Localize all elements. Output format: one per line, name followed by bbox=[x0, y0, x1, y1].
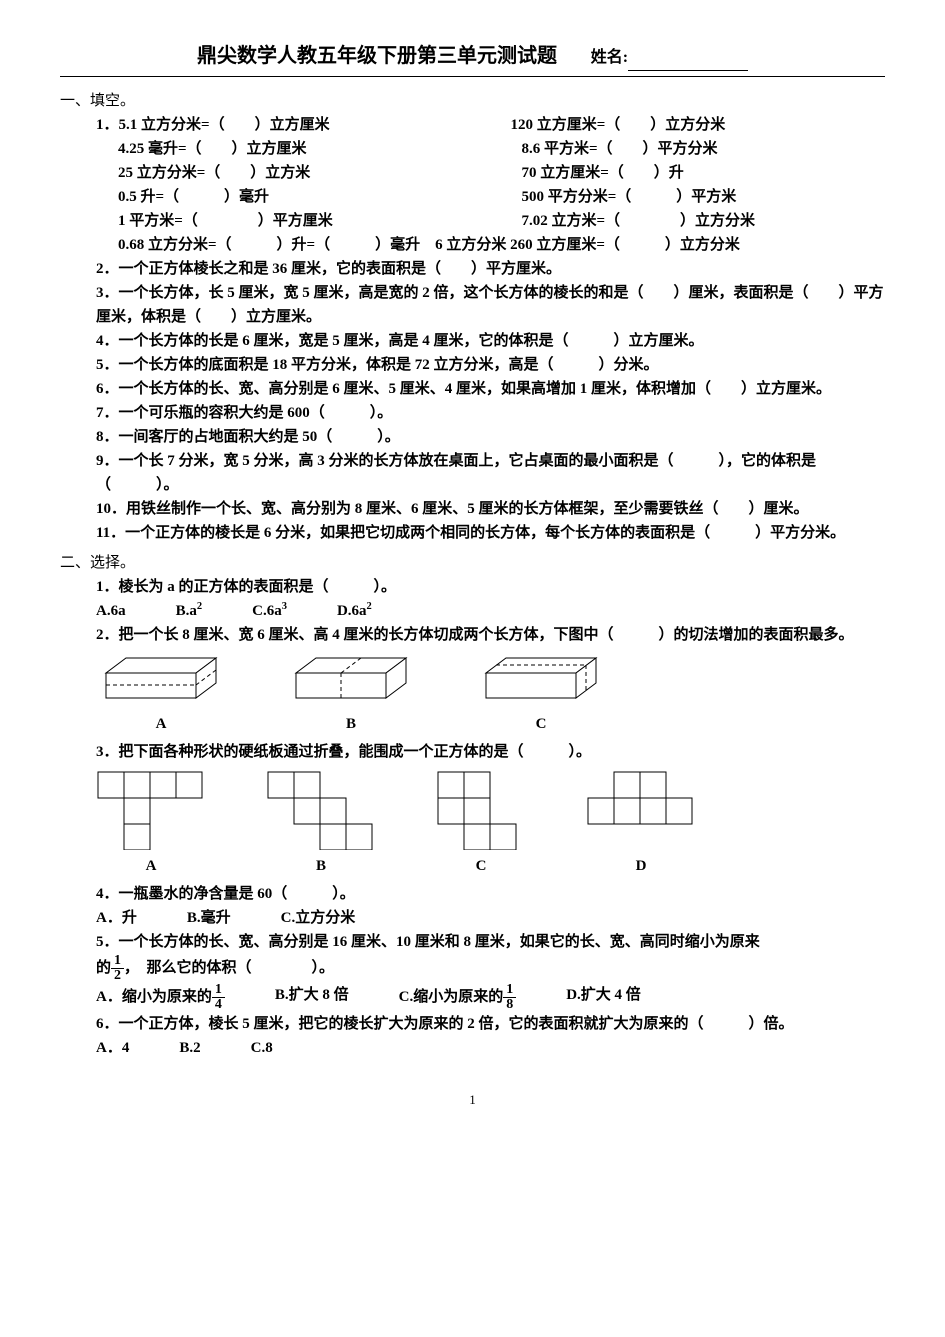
q1-r3a: 25 立方分米=（ ）立方米 bbox=[118, 161, 482, 185]
q1-r1a: 5.1 立方分米=（ ）立方厘米 bbox=[119, 117, 330, 133]
s2q1-opts: A.6a B.a2 C.6a3 D.6a2 bbox=[96, 599, 885, 623]
q11: 11．一个正方体的棱长是 6 分米，如果把它切成两个相同的长方体，每个长方体的表… bbox=[96, 521, 885, 545]
q1-r1b: 120 立方厘米=（ ）立方分米 bbox=[511, 113, 886, 137]
q1-r4b: 500 平方分米=（ ）平方米 bbox=[522, 185, 886, 209]
s2q2: 2．把一个长 8 厘米、宽 6 厘米、高 4 厘米的长方体切成两个长方体，下图中… bbox=[96, 623, 885, 647]
q9: 9．一个长 7 分米，宽 5 分米，高 3 分米的长方体放在桌面上，它占桌面的最… bbox=[96, 449, 885, 497]
s2q6-opts: A．4 B.2 C.8 bbox=[96, 1036, 885, 1060]
q1-r2b: 8.6 平方米=（ ）平方分米 bbox=[522, 137, 886, 161]
q1-num: 1． bbox=[96, 117, 119, 133]
s2q6: 6．一个正方体，棱长 5 厘米，把它的棱长扩大为原来的 2 倍，它的表面积就扩大… bbox=[96, 1012, 885, 1036]
s2q4-B: B.毫升 bbox=[187, 906, 231, 930]
s2q3-C-label: C bbox=[436, 854, 526, 878]
s2q6-A: A．4 bbox=[96, 1036, 129, 1060]
s2q5b-pre: 的 bbox=[96, 960, 111, 976]
q3: 3．一个长方体，长 5 厘米，宽 5 厘米，高是宽的 2 倍，这个长方体的棱长的… bbox=[96, 281, 885, 329]
s2q2-figB: B bbox=[286, 653, 416, 736]
frac-eighth: 18 bbox=[503, 983, 516, 1012]
net-b-icon bbox=[266, 770, 376, 850]
s2q5b-post: ， 那么它的体积（ ）。 bbox=[124, 960, 334, 976]
s2q5-B: B.扩大 8 倍 bbox=[275, 983, 349, 1012]
s2q5-D: D.扩大 4 倍 bbox=[566, 983, 641, 1012]
q1-r5b: 7.02 立方米=（ ）立方分米 bbox=[522, 209, 886, 233]
net-a-icon bbox=[96, 770, 206, 850]
s2q1-C: C.6a3 bbox=[252, 599, 287, 623]
s2q1-D: D.6a2 bbox=[337, 599, 372, 623]
q1-r2a: 4.25 毫升=（ ）立方厘米 bbox=[118, 137, 482, 161]
frac-half: 12 bbox=[111, 954, 124, 983]
title-row: 鼎尖数学人教五年级下册第三单元测试题 姓名: bbox=[60, 40, 885, 77]
q5: 5．一个长方体的底面积是 18 平方分米，体积是 72 立方分米，高是（ ）分米… bbox=[96, 353, 885, 377]
s2q5-C: C.缩小为原来的18 bbox=[399, 983, 517, 1012]
s2q3-B-label: B bbox=[266, 854, 376, 878]
q1-r5a: 1 平方米=（ ）平方厘米 bbox=[118, 209, 482, 233]
s2q2-C-label: C bbox=[476, 712, 606, 736]
s2q5a: 5．一个长方体的长、宽、高分别是 16 厘米、10 厘米和 8 厘米，如果它的长… bbox=[96, 930, 885, 954]
s2q2-figs: A B C bbox=[96, 653, 885, 736]
s2q1-A: A.6a bbox=[96, 599, 126, 623]
q7: 7．一个可乐瓶的容积大约是 600（ ）。 bbox=[96, 401, 885, 425]
frac-quarter: 14 bbox=[212, 983, 225, 1012]
q1-r6: 0.68 立方分米=（ ）升=（ ）毫升 6 立方分米 260 立方厘米=（ ）… bbox=[118, 233, 885, 257]
s2q1-B: B.a2 bbox=[176, 599, 203, 623]
name-label: 姓名: bbox=[591, 45, 748, 71]
s2q2-A-label: A bbox=[96, 712, 226, 736]
section1-head: 一、填空。 bbox=[60, 89, 885, 113]
cuboid-c-icon bbox=[476, 653, 606, 708]
main-title: 鼎尖数学人教五年级下册第三单元测试题 bbox=[197, 40, 557, 72]
net-c-icon bbox=[436, 770, 526, 850]
section2-head: 二、选择。 bbox=[60, 551, 885, 575]
s2q3-figC: C bbox=[436, 770, 526, 878]
s2q3-A-label: A bbox=[96, 854, 206, 878]
s2q4-A: A．升 bbox=[96, 906, 137, 930]
s2q3-figB: B bbox=[266, 770, 376, 878]
page-number: 1 bbox=[60, 1090, 885, 1111]
q1: 1．5.1 立方分米=（ ）立方厘米 120 立方厘米=（ ）立方分米 4.25 … bbox=[96, 113, 885, 257]
q8: 8．一间客厅的占地面积大约是 50（ ）。 bbox=[96, 425, 885, 449]
q10: 10．用铁丝制作一个长、宽、高分别为 8 厘米、6 厘米、5 厘米的长方体框架，… bbox=[96, 497, 885, 521]
name-blank[interactable] bbox=[628, 70, 748, 71]
s2q4-C: C.立方分米 bbox=[281, 906, 356, 930]
cuboid-b-icon bbox=[286, 653, 416, 708]
s2q5-opts: A．缩小为原来的14 B.扩大 8 倍 C.缩小为原来的18 D.扩大 4 倍 bbox=[96, 983, 885, 1012]
s2q2-figC: C bbox=[476, 653, 606, 736]
name-label-text: 姓名: bbox=[591, 49, 628, 66]
s2q4-opts: A．升 B.毫升 C.立方分米 bbox=[96, 906, 885, 930]
s2q3-figA: A bbox=[96, 770, 206, 878]
s2q3-figD: D bbox=[586, 770, 696, 878]
cuboid-a-icon bbox=[96, 653, 226, 708]
q4: 4．一个长方体的长是 6 厘米，宽是 5 厘米，高是 4 厘米，它的体积是（ ）… bbox=[96, 329, 885, 353]
s2q1: 1．棱长为 a 的正方体的表面积是（ ）。 bbox=[96, 575, 885, 599]
s2q4: 4．一瓶墨水的净含量是 60（ ）。 bbox=[96, 882, 885, 906]
s2q3-D-label: D bbox=[586, 854, 696, 878]
s2q2-B-label: B bbox=[286, 712, 416, 736]
s2q3-figs: A B C D bbox=[96, 770, 885, 878]
s2q5-A: A．缩小为原来的14 bbox=[96, 983, 225, 1012]
s2q2-figA: A bbox=[96, 653, 226, 736]
q6: 6．一个长方体的长、宽、高分别是 6 厘米、5 厘米、4 厘米，如果高增加 1 … bbox=[96, 377, 885, 401]
q2: 2．一个正方体棱长之和是 36 厘米，它的表面积是（ ）平方厘米。 bbox=[96, 257, 885, 281]
net-d-icon bbox=[586, 770, 696, 850]
s2q3: 3．把下面各种形状的硬纸板通过折叠，能围成一个正方体的是（ ）。 bbox=[96, 740, 885, 764]
q1-r4a: 0.5 升=（ ）毫升 bbox=[118, 185, 482, 209]
q1-r3b: 70 立方厘米=（ ）升 bbox=[522, 161, 886, 185]
s2q5b: 的12， 那么它的体积（ ）。 bbox=[96, 954, 885, 983]
s2q6-C: C.8 bbox=[251, 1036, 273, 1060]
s2q6-B: B.2 bbox=[179, 1036, 200, 1060]
